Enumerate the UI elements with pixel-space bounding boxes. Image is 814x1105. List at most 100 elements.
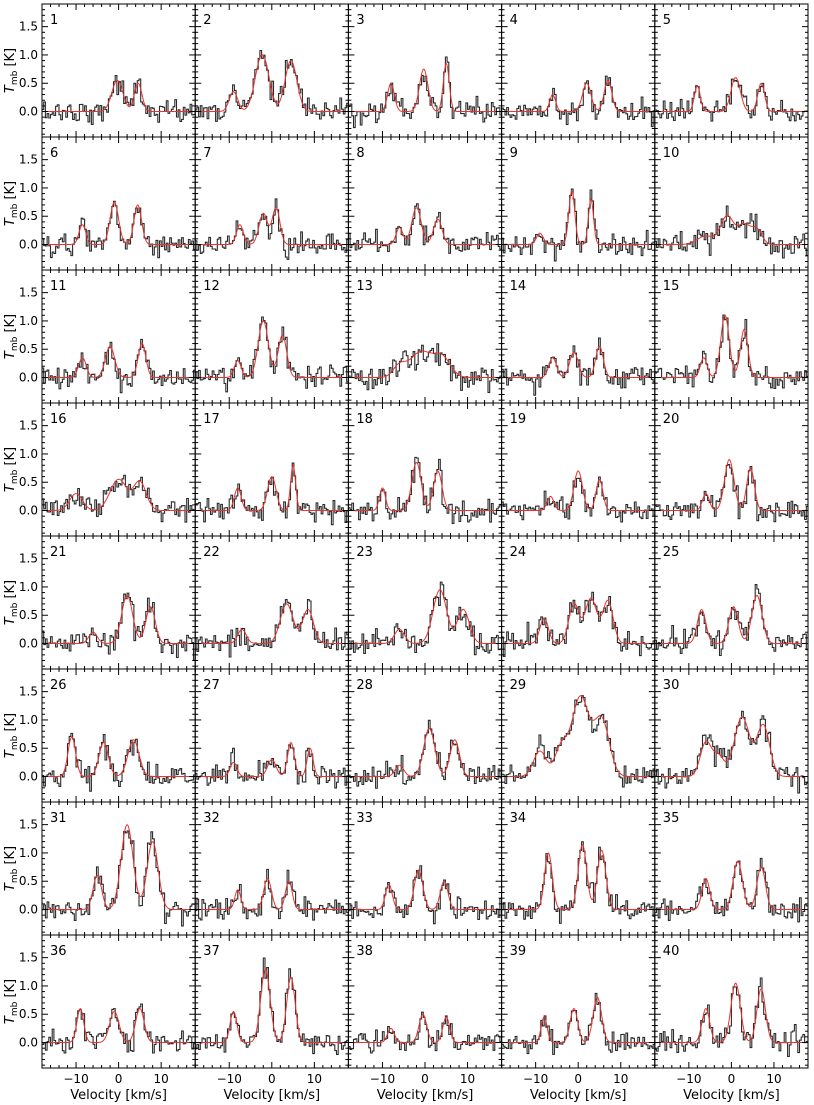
y-tick-label: 1.0 [19,314,38,328]
spectrum-panel: 26 0.0 0.5 1.0 1.5 Tmb [K] [3,668,196,803]
x-tick-label: −10 [63,1072,88,1086]
y-axis-unit: [K] [3,447,18,470]
y-tick-label: 0.0 [19,504,38,518]
observed-spectrum [195,49,349,122]
spectrum-panel: 3 [347,3,503,138]
x-tick-label: −10 [676,1072,701,1086]
panel-frame [41,136,196,271]
y-tick-label: 1.5 [19,552,38,566]
panel-number: 29 [510,678,527,693]
spectrum-panel: 38 −10 0 10 Velocity [km/s] [347,934,503,1103]
y-tick-label: 1.5 [19,286,38,300]
panel-number: 8 [356,146,364,161]
y-axis-title: Tmb [K] [3,314,20,359]
x-tick-label: 10 [766,1072,781,1086]
fit-curve [42,79,195,112]
y-axis-subscript: mb [10,735,20,750]
spectrum-panel: 39 −10 0 10 Velocity [km/s] [501,934,656,1103]
y-axis-symbol: T [3,217,18,226]
fit-curve [42,824,195,910]
spectrum-panel: 20 [654,402,809,537]
y-tick-label: 0.0 [19,637,38,651]
fit-curve [348,461,501,511]
panel-number: 13 [356,279,373,294]
y-tick-label: 0.5 [19,874,38,888]
fit-curve [654,459,808,511]
observed-spectrum [195,316,349,393]
spectrum-panel: 34 [501,801,656,936]
fit-curve [348,207,501,245]
y-tick-label: 0.5 [19,475,38,489]
observed-spectrum [348,456,502,525]
fit-curve [654,716,808,777]
x-tick-label: 0 [574,1072,582,1086]
panel-number: 36 [50,944,67,959]
y-axis-symbol: T [3,84,18,93]
y-tick-label: 0.5 [19,342,38,356]
y-axis-title: Tmb [K] [3,580,20,625]
y-tick-label: 0.0 [19,903,38,917]
fit-curve [654,982,808,1043]
panel-frame [41,3,196,138]
y-tick-label: 1.5 [19,951,38,965]
panel-number: 22 [203,545,220,560]
fit-curve [195,464,348,511]
y-axis-subscript: mb [10,336,20,351]
fit-curve [195,603,348,644]
panel-number: 38 [356,944,373,959]
panel-frame [501,136,656,271]
panel-number: 39 [510,944,527,959]
spectrum-panel: 6 0.0 0.5 1.0 1.5 Tmb [K] [3,136,196,271]
panel-number: 32 [203,811,220,826]
panel-frame [194,136,349,271]
spectrum-panel: 21 0.0 0.5 1.0 1.5 Tmb [K] [3,535,196,670]
y-tick-label: 0.5 [19,608,38,622]
spectrum-panel: 9 [501,136,656,271]
spectrum-panel: 32 [194,801,349,936]
fit-curve [195,741,348,777]
fit-curve [501,470,655,511]
y-tick-label: 0.0 [19,1036,38,1050]
observed-spectrum [654,977,808,1057]
fit-curve [348,727,501,777]
y-tick-label: 1.5 [19,685,38,699]
observed-spectrum [42,338,196,394]
observed-spectrum [501,591,655,657]
observed-spectrum [195,462,349,526]
fit-curve [501,79,655,112]
observed-spectrum [501,476,655,523]
y-axis-title: Tmb [K] [3,979,20,1024]
spectrum-panel: 19 [501,402,656,537]
y-axis-unit: [K] [3,979,18,1002]
spectrum-panel: 23 [347,535,503,670]
y-tick-label: 0.0 [19,238,38,252]
fit-curve [501,843,655,910]
y-axis-symbol: T [3,1015,18,1024]
fit-curve [654,214,808,245]
observed-spectrum [654,78,808,122]
y-tick-label: 1.5 [19,818,38,832]
y-axis-unit: [K] [3,713,18,736]
y-axis-symbol: T [3,483,18,492]
panel-number: 35 [663,811,680,826]
y-tick-label: 0.5 [19,76,38,90]
x-tick-label: −10 [370,1072,395,1086]
observed-spectrum [501,188,655,262]
observed-spectrum [195,957,349,1055]
y-tick-label: 1.0 [19,713,38,727]
spectrum-panel: 27 [194,668,349,803]
spectrum-panel: 4 [501,3,656,138]
observed-spectrum [348,581,502,656]
y-axis-symbol: T [3,749,18,758]
panel-number: 4 [510,13,518,28]
fit-curve [501,695,655,777]
observed-spectrum [348,343,502,394]
y-axis-subscript: mb [10,868,20,883]
y-tick-label: 1.0 [19,447,38,461]
x-axis-title: Velocity [km/s] [377,1088,474,1103]
y-axis-unit: [K] [3,580,18,603]
fit-curve [42,201,195,245]
spectrum-panel: 36 0.0 0.5 1.0 1.5 Tmb [K] −10 0 10 Velocity [km/… [3,934,196,1103]
y-tick-label: 1.5 [19,419,38,433]
